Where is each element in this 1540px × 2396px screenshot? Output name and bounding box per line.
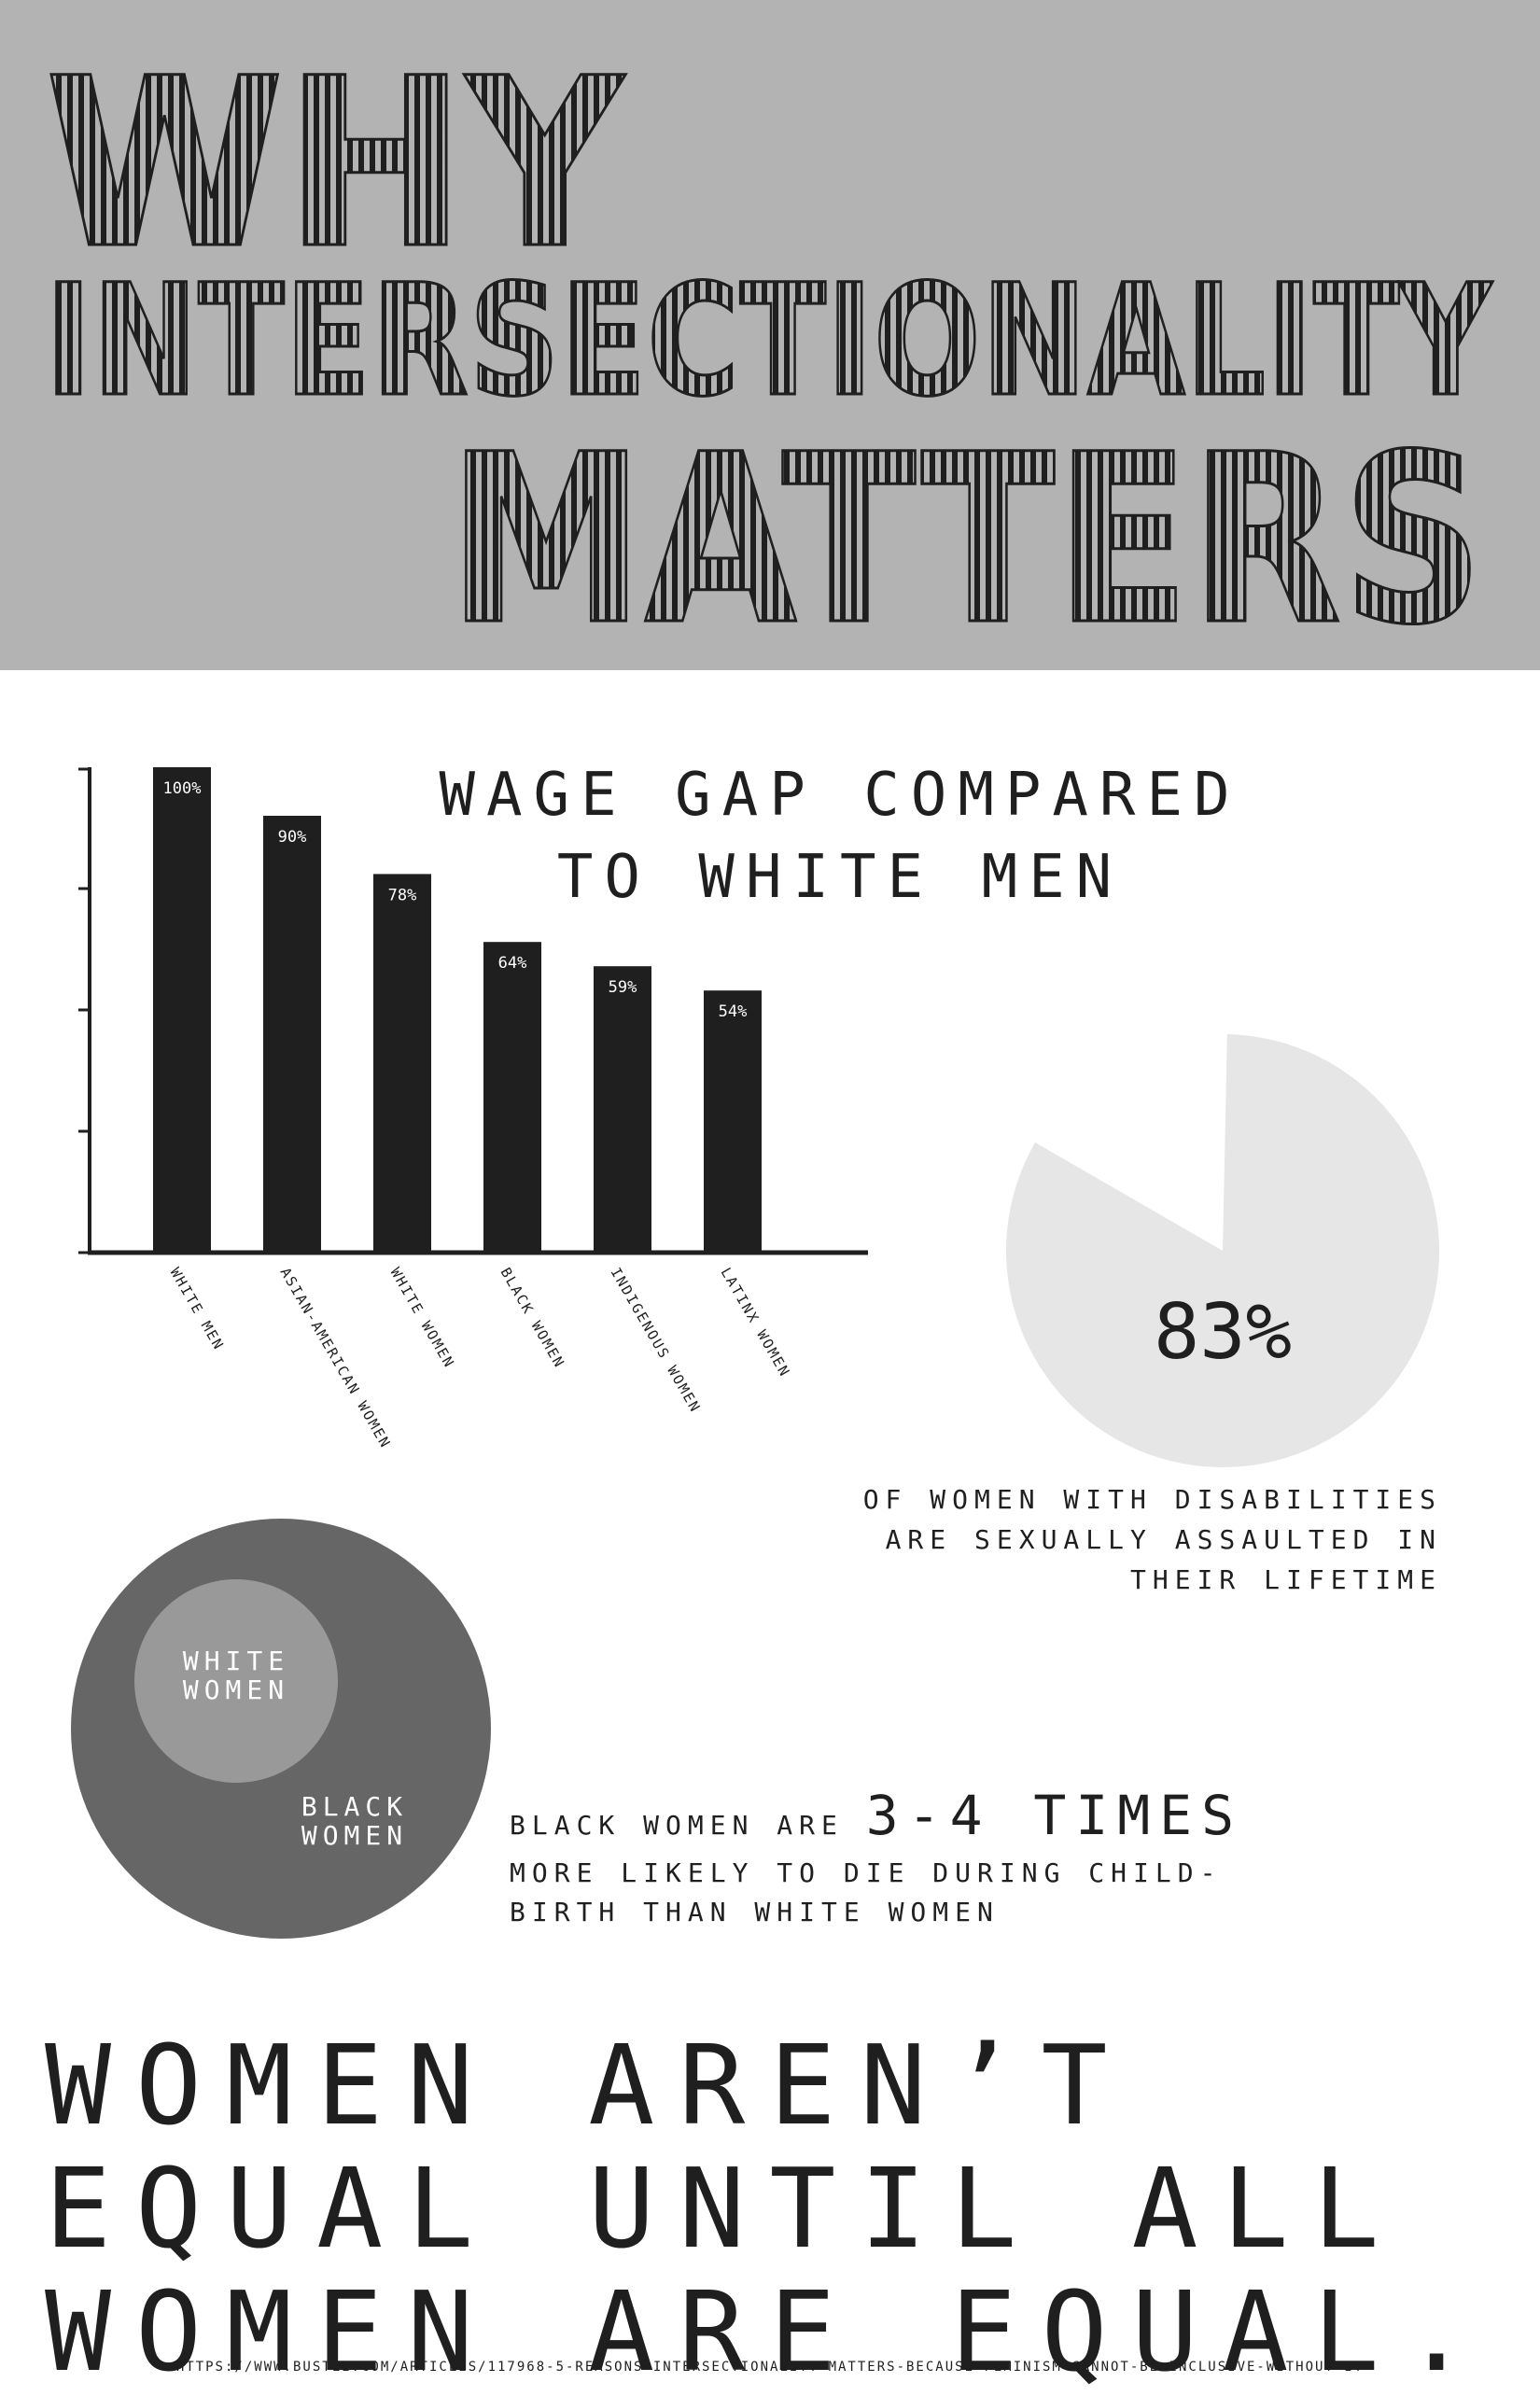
maternal-line3: birth than white women — [510, 1897, 1000, 1927]
bar-asian-american-women — [263, 816, 321, 1253]
chart-title-line1: Wage gap compared — [439, 761, 1241, 830]
disability-pie-chart — [1006, 1034, 1439, 1467]
bar-value-label: 54% — [719, 1002, 748, 1021]
maternal-line1: Black women are 3-4 times — [510, 1787, 1256, 1854]
slogan-line3: women are equal. — [45, 2267, 1494, 2396]
white-women-circle — [134, 1579, 338, 1783]
pie-value: 83% — [1153, 1288, 1293, 1377]
black-women-label-line2: WOMEN — [301, 1820, 409, 1851]
white-women-label-line2: WOMEN — [182, 1674, 290, 1705]
pie-caption: of women with disabilities are sexually … — [840, 1479, 1442, 1600]
bar-value-label: 64% — [498, 954, 527, 973]
category-label: Latinx women — [718, 1265, 794, 1380]
category-label: White women — [387, 1265, 458, 1371]
bar-value-label: 100% — [163, 779, 202, 798]
slogan: Women aren’t equal until all women are e… — [45, 2024, 1501, 2393]
pie-caption-line1: of women with disabilities — [862, 1484, 1442, 1515]
category-label: Asian-American women — [277, 1265, 395, 1451]
bar-indigenous-women — [594, 966, 651, 1253]
white-women-label-line1: WHITE — [182, 1646, 290, 1676]
pie-caption-line2: are sexually assaulted in — [885, 1524, 1442, 1555]
source-url: https://www.bustle.com/articles/117968-5… — [175, 2360, 1365, 2375]
bar-value-label: 59% — [609, 978, 637, 997]
chart-title: Wage gap compared to white men — [373, 754, 1307, 918]
title-matters: MATTERS — [448, 404, 1484, 670]
slogan-line2: equal until all — [45, 2144, 1404, 2273]
bar-value-label: 78% — [388, 886, 417, 904]
white-women-label: WHITE WOMEN — [134, 1646, 338, 1704]
maternal-highlight: 3-4 times — [865, 1784, 1244, 1847]
title-intersectionality: INTERSECTIONALITY — [45, 251, 1493, 430]
category-label: Black women — [497, 1265, 568, 1371]
pie-caption-line3: their lifetime — [1129, 1564, 1442, 1595]
bar-latinx-women — [704, 990, 762, 1253]
maternal-mortality-text: Black women are 3-4 times more likely to… — [510, 1787, 1256, 1932]
wage-gap-bar-chart: 100% 90% 78% 64% 59% 54% White men Asian-Ameri… — [78, 767, 868, 1451]
black-women-label: BLACK WOMEN — [280, 1792, 429, 1850]
chart-title-line2: to white men — [556, 843, 1124, 912]
black-women-label-line1: BLACK — [301, 1791, 409, 1822]
bar-black-women — [483, 942, 541, 1253]
slogan-line1: Women aren’t — [45, 2021, 1132, 2150]
header-banner: WHY INTERSECTIONALITY MATTERS — [0, 0, 1540, 670]
bar-white-men — [153, 767, 211, 1253]
maternal-prefix: Black women are — [510, 1810, 844, 1841]
pie-slice-83 — [1006, 1034, 1439, 1467]
category-label: Indigenous women — [608, 1265, 705, 1416]
bar-value-label: 90% — [278, 828, 307, 847]
title-graphic: WHY INTERSECTIONALITY MATTERS — [44, 27, 1495, 671]
bar-white-women — [373, 874, 431, 1253]
maternal-line2: more likely to die during child- — [510, 1857, 1223, 1888]
title-why: WHY — [45, 28, 626, 300]
category-label: White men — [167, 1265, 228, 1353]
